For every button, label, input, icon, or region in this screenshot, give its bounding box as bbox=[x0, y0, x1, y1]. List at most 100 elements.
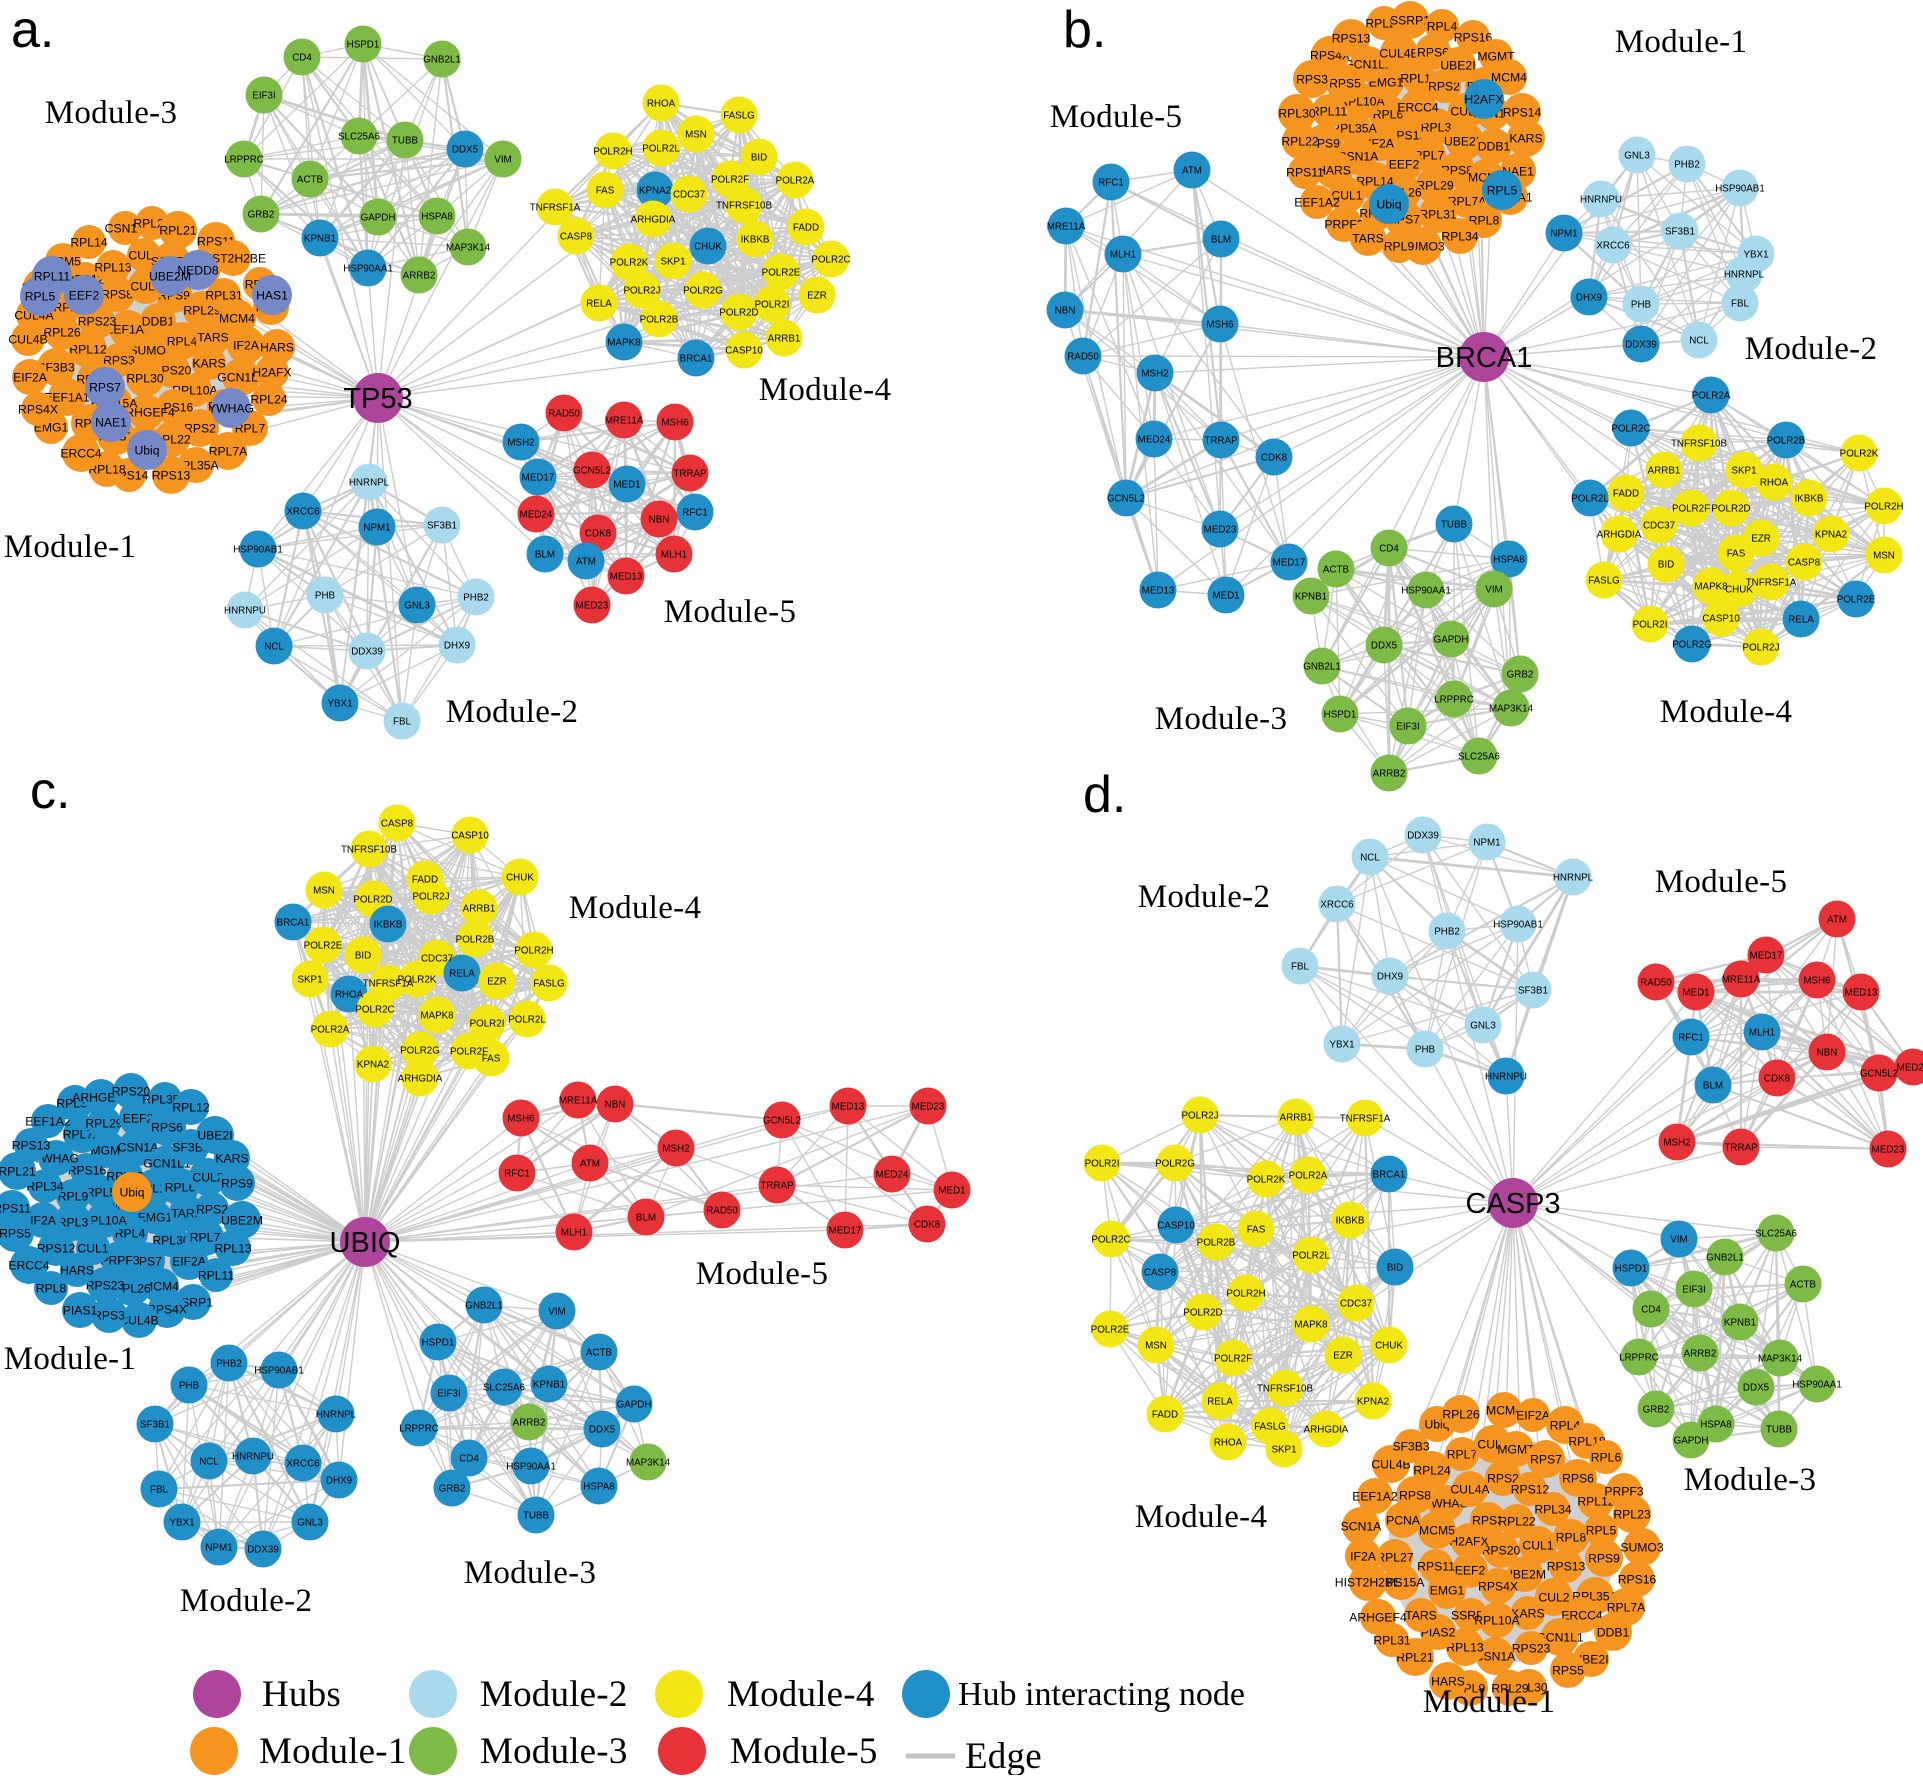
svg-text:RPS4X: RPS4X bbox=[18, 402, 58, 416]
svg-text:ATM: ATM bbox=[576, 556, 596, 567]
svg-text:PIAS1: PIAS1 bbox=[63, 1303, 98, 1317]
svg-text:RPS13: RPS13 bbox=[1547, 1559, 1586, 1573]
svg-text:BRCA1: BRCA1 bbox=[1436, 342, 1533, 374]
svg-text:LRPPRC: LRPPRC bbox=[1434, 694, 1474, 705]
svg-text:RPS13: RPS13 bbox=[1332, 31, 1371, 45]
svg-text:BLM: BLM bbox=[535, 549, 555, 560]
svg-text:DDX39: DDX39 bbox=[1625, 339, 1657, 350]
svg-text:Module-2: Module-2 bbox=[1745, 331, 1878, 367]
svg-text:Module-3: Module-3 bbox=[464, 1555, 597, 1591]
svg-text:RPS13: RPS13 bbox=[12, 1138, 51, 1152]
svg-text:POLR2H: POLR2H bbox=[1226, 1288, 1265, 1299]
svg-text:ARHGDIA: ARHGDIA bbox=[1304, 1424, 1349, 1435]
svg-text:SLC25A6: SLC25A6 bbox=[1755, 1228, 1797, 1239]
svg-text:BID: BID bbox=[1387, 1262, 1403, 1273]
svg-text:HSPA8: HSPA8 bbox=[1700, 1419, 1732, 1430]
svg-text:MCM4: MCM4 bbox=[219, 311, 255, 325]
svg-text:KPNA2: KPNA2 bbox=[1815, 529, 1847, 540]
svg-text:Ubiq: Ubiq bbox=[134, 443, 159, 457]
svg-text:POLR2G: POLR2G bbox=[400, 1045, 440, 1056]
svg-text:POLR2J: POLR2J bbox=[1742, 642, 1779, 653]
svg-text:MAP3K14: MAP3K14 bbox=[626, 1457, 671, 1468]
svg-text:BRCA1: BRCA1 bbox=[680, 353, 713, 364]
svg-text:YBX1: YBX1 bbox=[327, 698, 352, 709]
svg-text:HSPD1: HSPD1 bbox=[347, 39, 380, 50]
svg-text:RFC1: RFC1 bbox=[1678, 1032, 1704, 1043]
svg-text:RPS3: RPS3 bbox=[103, 353, 135, 367]
svg-text:EEF2: EEF2 bbox=[1389, 157, 1420, 171]
svg-text:RPL34: RPL34 bbox=[1534, 1502, 1571, 1516]
svg-text:DDX5: DDX5 bbox=[1371, 640, 1398, 651]
svg-text:RPL10A: RPL10A bbox=[1474, 1613, 1520, 1627]
svg-text:GRB2: GRB2 bbox=[248, 209, 275, 220]
svg-text:POLR2F: POLR2F bbox=[1672, 503, 1710, 514]
svg-text:BRCA1: BRCA1 bbox=[1373, 1169, 1406, 1180]
svg-text:HSP90AB1: HSP90AB1 bbox=[1715, 183, 1765, 194]
svg-text:HSP90AB1: HSP90AB1 bbox=[233, 544, 283, 555]
svg-text:LRPPRC: LRPPRC bbox=[399, 1423, 439, 1434]
svg-text:CASP3: CASP3 bbox=[1465, 1188, 1560, 1220]
svg-text:KPNA2: KPNA2 bbox=[357, 1059, 389, 1070]
svg-text:Module-2: Module-2 bbox=[1138, 879, 1271, 915]
svg-text:GCN5L2: GCN5L2 bbox=[1107, 493, 1145, 504]
svg-text:RPS6: RPS6 bbox=[1562, 1471, 1594, 1485]
svg-text:ARRB1: ARRB1 bbox=[1280, 1112, 1313, 1123]
svg-text:RPS23: RPS23 bbox=[1512, 1641, 1551, 1655]
svg-text:MED24: MED24 bbox=[1897, 1062, 1923, 1073]
svg-text:RPL22: RPL22 bbox=[1281, 134, 1318, 148]
svg-text:RPS3: RPS3 bbox=[1296, 72, 1328, 86]
svg-text:CUL4B: CUL4B bbox=[1379, 46, 1418, 60]
svg-text:Module-1: Module-1 bbox=[4, 1341, 137, 1377]
svg-text:FAS: FAS bbox=[482, 1053, 501, 1064]
svg-text:FBL: FBL bbox=[1731, 298, 1750, 309]
svg-text:TNFRSF10B: TNFRSF10B bbox=[716, 200, 773, 211]
svg-text:POLR2L: POLR2L bbox=[1571, 493, 1609, 504]
svg-text:Module-1: Module-1 bbox=[259, 1731, 407, 1772]
svg-text:RPS12: RPS12 bbox=[1511, 1482, 1550, 1496]
svg-text:POLR2K: POLR2K bbox=[610, 257, 649, 268]
svg-text:ACTB: ACTB bbox=[1790, 1279, 1817, 1290]
svg-text:POLR2B: POLR2B bbox=[640, 314, 679, 325]
svg-text:BID: BID bbox=[751, 152, 767, 163]
svg-text:TP53: TP53 bbox=[343, 383, 412, 415]
svg-text:POLR2K: POLR2K bbox=[398, 974, 437, 985]
svg-text:PHB: PHB bbox=[1631, 299, 1652, 310]
svg-text:RELA: RELA bbox=[586, 298, 612, 309]
svg-text:ARRB2: ARRB2 bbox=[1373, 768, 1406, 779]
svg-text:Ubiq: Ubiq bbox=[119, 1185, 144, 1199]
svg-text:HNRNPU: HNRNPU bbox=[232, 1451, 274, 1462]
svg-text:ARRB2: ARRB2 bbox=[513, 1417, 546, 1428]
svg-text:BLM: BLM bbox=[1211, 234, 1231, 245]
svg-text:MED23: MED23 bbox=[1872, 1144, 1905, 1155]
svg-text:FAS: FAS bbox=[1727, 548, 1746, 559]
svg-text:Module-5: Module-5 bbox=[696, 1256, 829, 1292]
svg-text:EZR: EZR bbox=[807, 290, 827, 301]
svg-text:BID: BID bbox=[355, 950, 371, 961]
svg-text:CASP10: CASP10 bbox=[451, 830, 489, 841]
svg-text:RPL34: RPL34 bbox=[1441, 229, 1478, 243]
svg-text:NPM1: NPM1 bbox=[1473, 837, 1500, 848]
svg-text:Module-5: Module-5 bbox=[1050, 99, 1183, 135]
svg-text:RPL9: RPL9 bbox=[1384, 239, 1415, 253]
svg-text:SSRP1: SSRP1 bbox=[1390, 13, 1430, 27]
svg-text:HNRNPL: HNRNPL bbox=[1724, 269, 1765, 280]
svg-text:MED24: MED24 bbox=[1138, 434, 1171, 445]
svg-text:Module-2: Module-2 bbox=[480, 1674, 628, 1715]
svg-text:MRE11A: MRE11A bbox=[559, 1095, 598, 1106]
svg-text:TARS: TARS bbox=[1405, 1608, 1437, 1622]
svg-text:PHB2: PHB2 bbox=[1434, 926, 1460, 937]
svg-text:EIF3I: EIF3I bbox=[437, 1388, 460, 1399]
svg-text:Module-3: Module-3 bbox=[45, 95, 178, 131]
svg-text:RELA: RELA bbox=[1788, 614, 1814, 625]
svg-text:EIF3I: EIF3I bbox=[1396, 721, 1419, 732]
svg-text:IKBKB: IKBKB bbox=[1795, 493, 1824, 504]
svg-text:DDX39: DDX39 bbox=[247, 1544, 279, 1555]
svg-text:BID: BID bbox=[1658, 559, 1674, 570]
svg-text:GCN5L2: GCN5L2 bbox=[763, 1115, 801, 1126]
svg-text:FADD: FADD bbox=[412, 874, 438, 885]
svg-text:UBE2I: UBE2I bbox=[197, 1128, 232, 1142]
svg-text:SKP1: SKP1 bbox=[1271, 1444, 1296, 1455]
svg-text:GAPDH: GAPDH bbox=[617, 1399, 652, 1410]
svg-text:POLR2L: POLR2L bbox=[642, 143, 680, 154]
svg-text:RPL14: RPL14 bbox=[70, 235, 107, 249]
